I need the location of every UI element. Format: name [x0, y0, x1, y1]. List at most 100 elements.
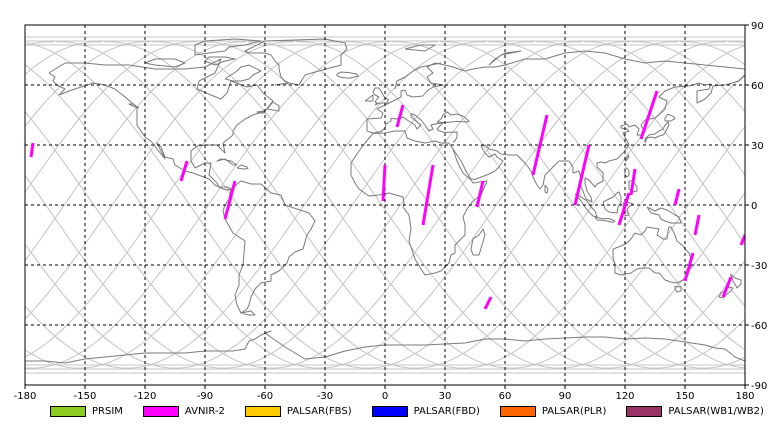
orbit-track [25, 305, 131, 369]
orbit-track [315, 41, 678, 369]
coastline [240, 310, 256, 316]
x-tick-label: -120 [134, 391, 157, 402]
orbit-track [411, 45, 745, 369]
acquisition-swath [29, 142, 35, 158]
orbit-track [25, 41, 246, 262]
orbit-track [171, 41, 534, 369]
coastline [266, 101, 280, 112]
orbit-track [25, 41, 150, 128]
coastline [436, 111, 470, 124]
x-tick-label: 30 [439, 391, 452, 402]
y-tick-label: 90 [751, 21, 764, 32]
legend-label: PRSIM [92, 405, 123, 417]
acquisition-swath [721, 276, 733, 298]
coastline [128, 103, 140, 109]
coastline [488, 50, 522, 66]
coastline [366, 113, 458, 143]
acquisition-swath [683, 252, 695, 282]
coastline [350, 130, 488, 276]
x-tick-label: 180 [735, 391, 754, 402]
y-tick-label: 0 [751, 201, 757, 212]
orbit-track [363, 41, 726, 369]
orbit-track [25, 41, 102, 76]
coastline [544, 184, 549, 194]
orbit-track [123, 41, 486, 369]
x-tick-label: 60 [499, 391, 512, 402]
coastline [644, 121, 670, 144]
orbit-track [507, 125, 745, 369]
x-tick-label: -150 [74, 391, 97, 402]
orbit-track [219, 41, 582, 369]
y-tick-label: -90 [751, 381, 767, 392]
acquisition-swath [573, 144, 591, 206]
coastline [236, 164, 249, 170]
coastline [216, 158, 238, 166]
legend-item-prsim: PRSIM [50, 405, 123, 417]
acquisition-swath [395, 104, 405, 128]
y-tick-label: 30 [751, 141, 764, 152]
acquisition-swath [531, 114, 549, 176]
coastline [646, 206, 682, 224]
legend-item-palsar-fbs: PALSAR(FBS) [244, 405, 352, 417]
acquisition-swath [483, 296, 493, 310]
x-tick-label: 90 [559, 391, 572, 402]
coastline [364, 94, 374, 102]
orbit-track [603, 259, 745, 369]
acquisition-swath [639, 90, 659, 140]
coastline [48, 58, 274, 191]
acquisition-swath [223, 180, 237, 220]
coastline [470, 228, 486, 256]
x-tick-label: 150 [675, 391, 694, 402]
legend-label: PALSAR(WB1/WB2) [668, 405, 764, 417]
x-tick-label: -60 [257, 391, 273, 402]
acquisition-swath [629, 168, 637, 196]
coastline [336, 71, 359, 79]
x-tick-label: 0 [382, 391, 388, 402]
acquisition-segments [29, 90, 745, 310]
orbit-track [25, 41, 342, 358]
coastline [224, 64, 262, 82]
orbit-track [632, 41, 745, 113]
coastline [394, 62, 442, 90]
coastline [602, 191, 622, 214]
coastline [729, 273, 742, 289]
legend-swatch [626, 405, 663, 417]
orbit-track [25, 41, 294, 320]
legend-swatch [499, 405, 536, 417]
legend-item-palsar-plr: PALSAR(PLR) [499, 405, 606, 417]
coastline [674, 285, 682, 293]
y-tick-label: -60 [751, 321, 767, 332]
coastlines [25, 38, 745, 364]
coastline [25, 330, 272, 364]
acquisition-swath [179, 160, 189, 182]
orbit-track [27, 41, 390, 369]
orbit-track [267, 41, 630, 369]
legend-label: AVNIR-2 [184, 405, 225, 417]
x-tick-label: -180 [14, 391, 37, 402]
acquisition-swath [617, 192, 631, 226]
orbit-track [651, 318, 745, 369]
acquisition-swath [673, 188, 681, 206]
coastline [404, 44, 436, 52]
legend-swatch [50, 405, 86, 417]
coastline [612, 226, 692, 284]
coastline [144, 58, 186, 68]
coastline [664, 113, 676, 122]
coastline [594, 216, 616, 223]
coastline [264, 332, 745, 362]
orbit-track [75, 41, 438, 369]
axis-ticks: -180 -150 -120 -90 -60 -30 0 30 60 90 120 150 180 90 6… [14, 21, 768, 402]
acquisition-swath [381, 164, 387, 202]
legend-item-palsar-wb: PALSAR(WB1/WB2) [626, 405, 764, 417]
legend-item-avnir2: AVNIR-2 [142, 405, 225, 417]
acquisition-swath [421, 164, 435, 226]
coastline [452, 74, 745, 203]
coastline [244, 38, 348, 86]
orbit-track [459, 73, 745, 369]
x-tick-label: -90 [197, 391, 213, 402]
coastline [372, 87, 389, 106]
orbit-track [584, 41, 745, 177]
coastline [624, 154, 630, 162]
orbit-track [680, 41, 745, 66]
